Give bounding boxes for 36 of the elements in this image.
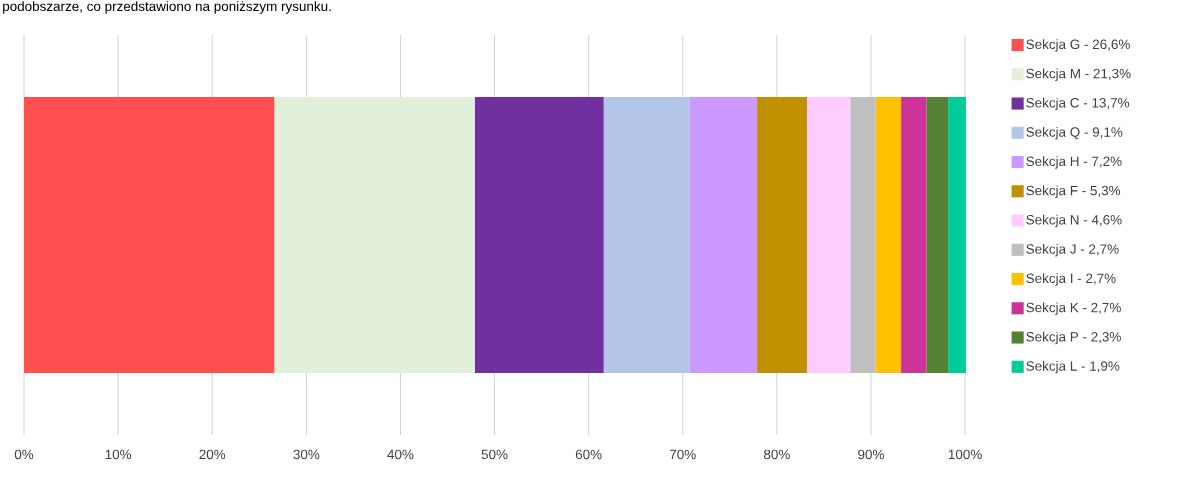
bar: [474, 96, 604, 373]
legend-label: Sekcja L - 1,9%: [1026, 360, 1120, 374]
x-tick-label: 0%: [14, 449, 34, 460]
bar: [926, 96, 949, 373]
bar: [24, 96, 275, 373]
legend-label: Sekcja M - 21,3%: [1026, 68, 1131, 81]
legend-label: Sekcja P - 2,3%: [1026, 331, 1121, 345]
bar: [806, 96, 851, 373]
legend-label: Sekcja J - 2,7%: [1026, 243, 1119, 257]
bar: [603, 96, 690, 373]
bar: [689, 96, 758, 373]
x-tick-label: 10%: [105, 449, 132, 460]
legend-label: Sekcja Q - 9,1%: [1026, 126, 1123, 140]
legend-label: Sekcja H - 7,2%: [1026, 156, 1122, 169]
x-tick-label: 20%: [199, 449, 226, 460]
x-tick-label: 60%: [575, 449, 602, 460]
legend-label: Sekcja N - 4,6%: [1026, 214, 1122, 228]
x-tick-label: 40%: [387, 449, 414, 460]
legend-label: Sekcja K - 2,7%: [1026, 302, 1121, 315]
x-tick-label: 90%: [858, 449, 884, 460]
x-tick-label: 70%: [669, 449, 696, 460]
legend-label: Sekcja F - 5,3%: [1026, 185, 1121, 198]
bar: [757, 96, 807, 373]
legend-label: Sekcja G - 26,6%: [1026, 39, 1130, 52]
bar: [274, 96, 475, 373]
text: podobszarze, co przedstawiono na poniższym rysunku.: [3, 1, 331, 14]
x-tick-label: 100%: [948, 449, 982, 460]
bar: [901, 96, 927, 373]
bar: [948, 96, 967, 373]
bar: [850, 96, 876, 373]
x-tick-label: 30%: [293, 449, 320, 460]
x-tick-label: 80%: [763, 449, 790, 460]
legend-label: Sekcja C - 13,7%: [1026, 97, 1130, 111]
legend-label: Sekcja I - 2,7%: [1026, 273, 1116, 286]
x-tick-label: 50%: [481, 449, 508, 460]
bar: [875, 96, 902, 373]
